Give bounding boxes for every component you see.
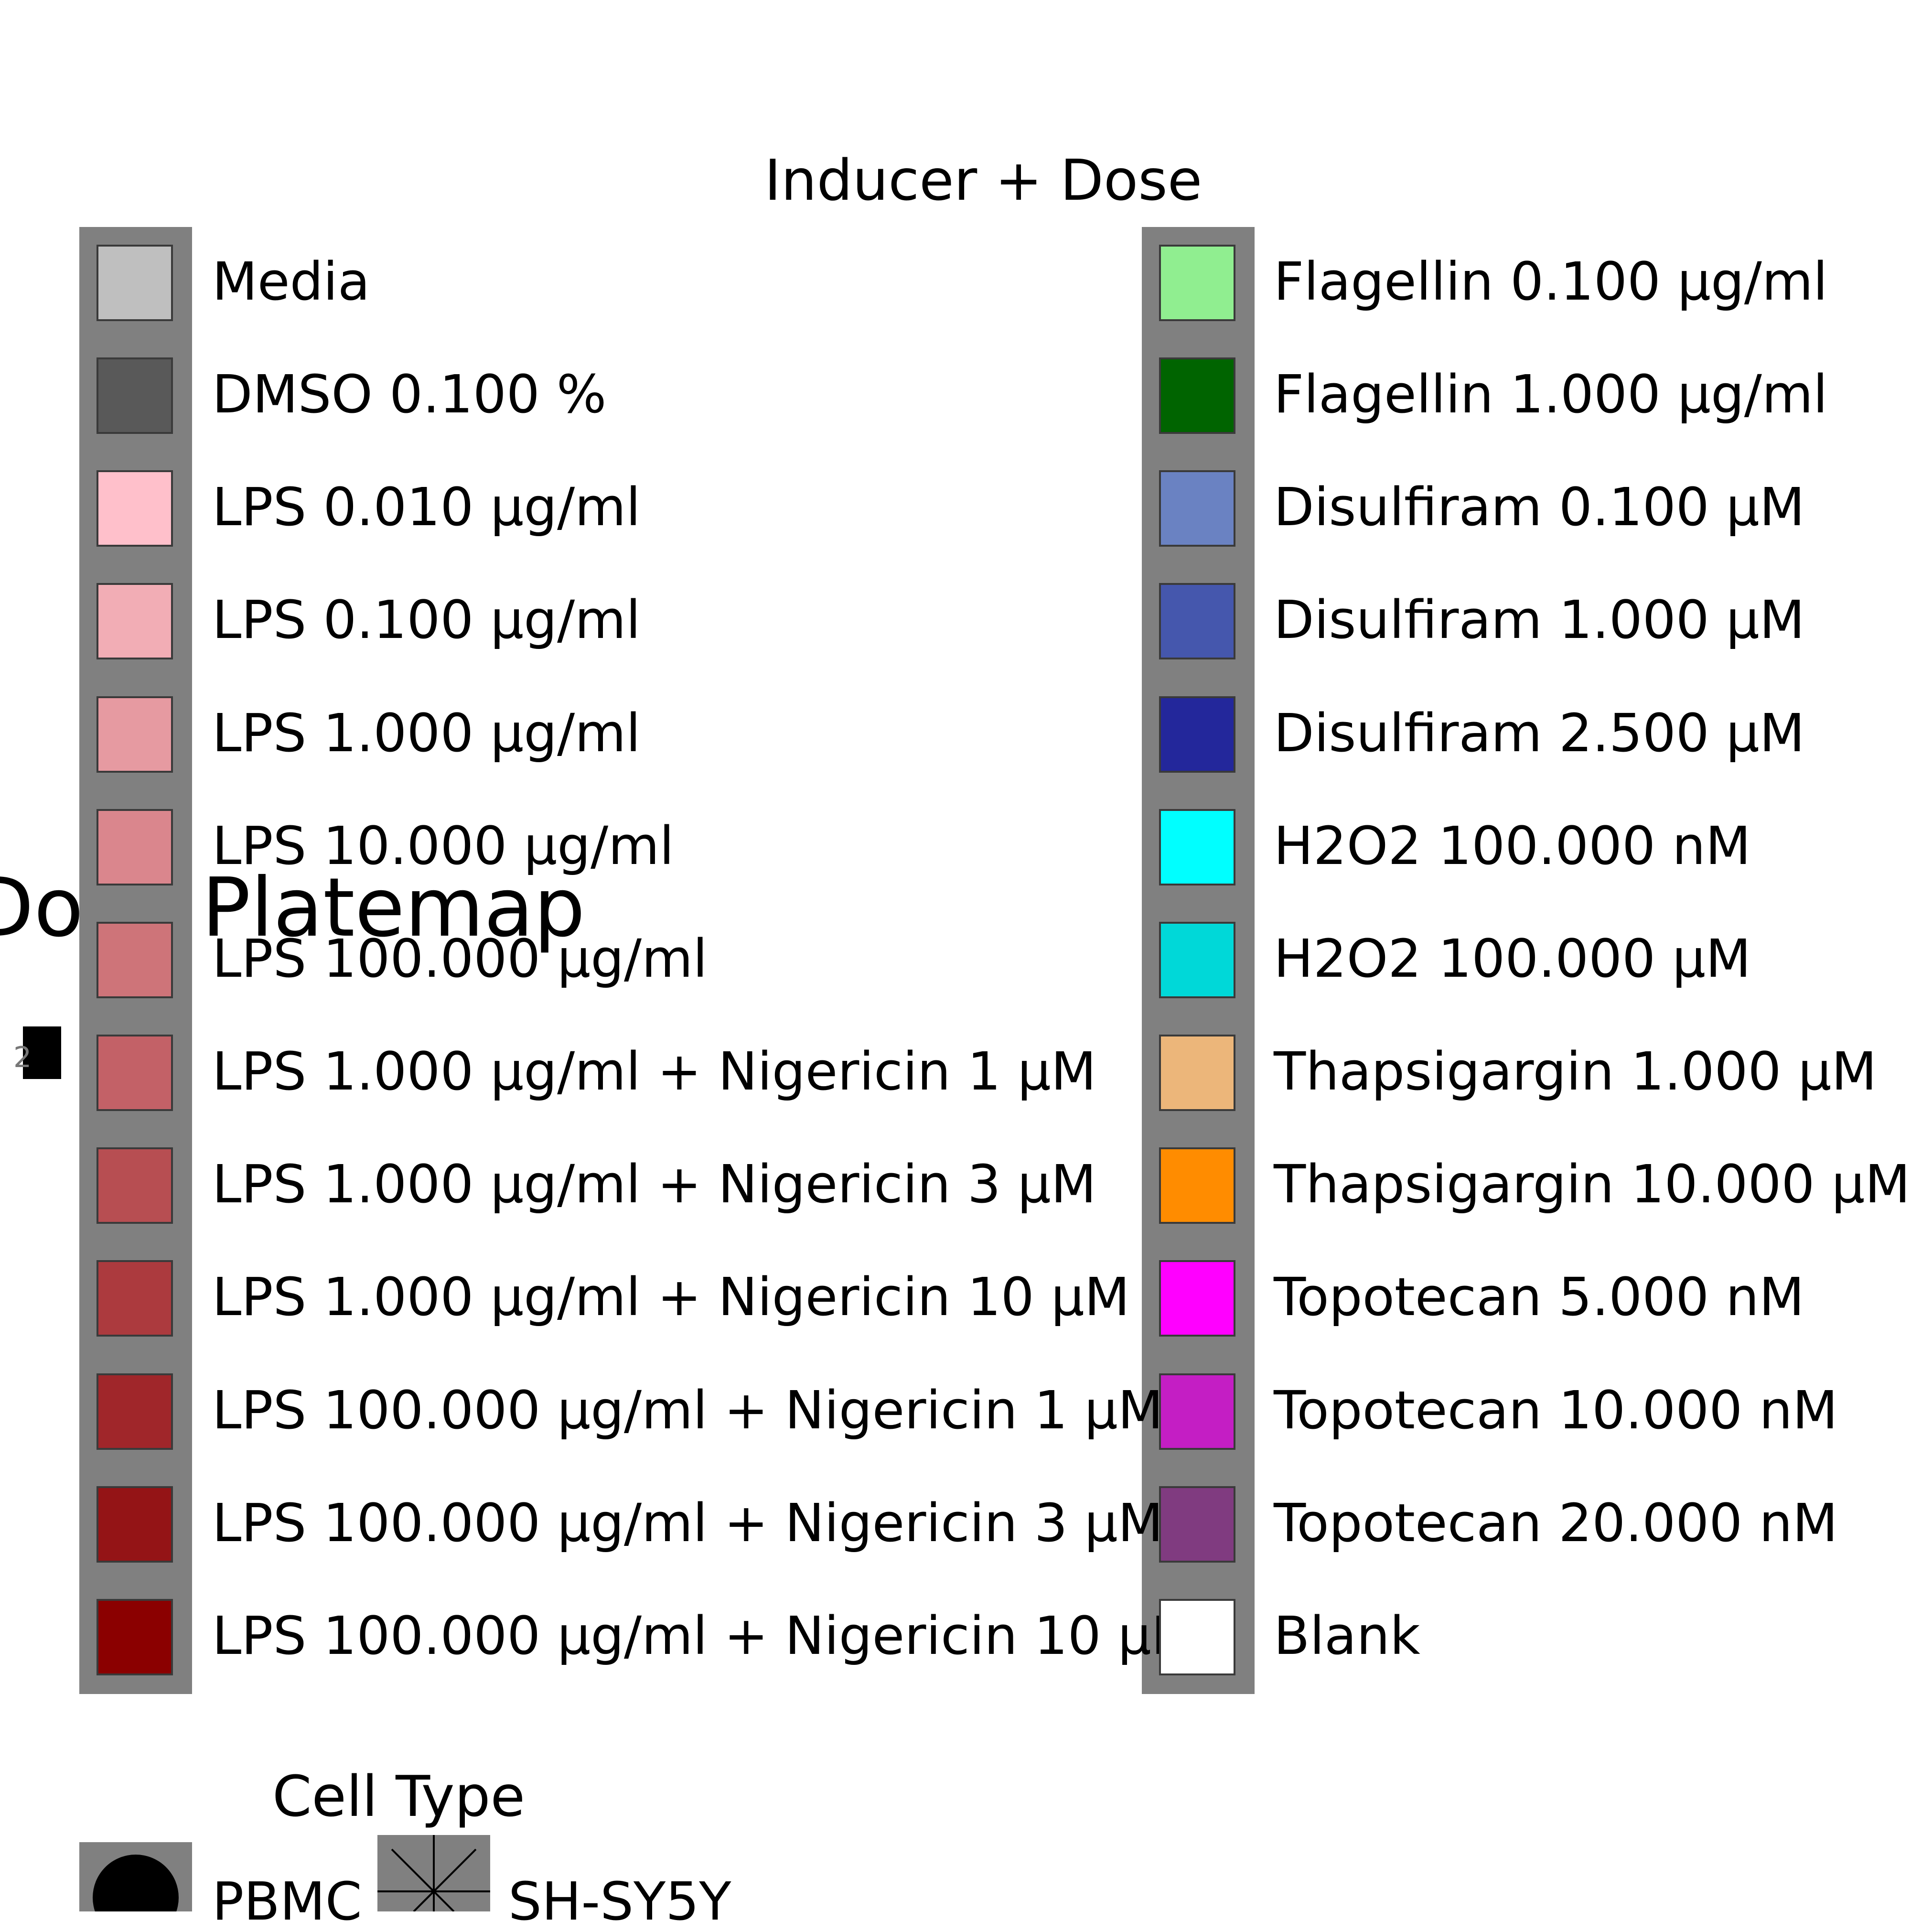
legend-swatch bbox=[97, 1486, 173, 1563]
legend-swatch bbox=[1159, 921, 1235, 998]
legend-label: Blank bbox=[1274, 1605, 1420, 1666]
legend-swatch bbox=[1159, 245, 1235, 321]
legend-swatch bbox=[1159, 809, 1235, 885]
legend-swatch bbox=[1159, 357, 1235, 434]
legend-swatch bbox=[1159, 696, 1235, 773]
legend-swatch bbox=[97, 583, 173, 660]
legend-label: LPS 100.000 μg/ml bbox=[212, 928, 708, 989]
legend-label: Disulfiram 0.100 μM bbox=[1274, 476, 1805, 538]
legend-label: Media bbox=[212, 251, 370, 312]
legend-label: H2O2 100.000 nM bbox=[1274, 815, 1751, 876]
legend-swatch bbox=[1159, 1373, 1235, 1450]
legend-label: LPS 1.000 μg/ml bbox=[212, 702, 641, 764]
legend-label: DMSO 0.100 % bbox=[212, 364, 607, 425]
legend-swatch bbox=[1159, 1147, 1235, 1224]
legend-label: LPS 100.000 μg/ml + Nigericin 3 μM bbox=[212, 1492, 1163, 1554]
legend-label: H2O2 100.000 μM bbox=[1274, 928, 1751, 989]
cell-type-marker-pbmc bbox=[79, 1842, 192, 1911]
cell-type-label-pbmc: PBMC bbox=[212, 1871, 362, 1932]
cell-type-legend-title: Cell Type bbox=[272, 1763, 526, 1829]
legend-label: Flagellin 1.000 μg/ml bbox=[1274, 364, 1828, 425]
legend-label: Topotecan 5.000 nM bbox=[1274, 1266, 1804, 1328]
legend-swatch bbox=[97, 357, 173, 434]
legend-label: LPS 1.000 μg/ml + Nigericin 1 μM bbox=[212, 1041, 1096, 1102]
mini-plate-glyph: 2 bbox=[13, 1041, 32, 1074]
legend-label: LPS 10.000 μg/ml bbox=[212, 815, 674, 876]
legend-label: Thapsigargin 10.000 μM bbox=[1274, 1154, 1911, 1215]
legend-swatch bbox=[97, 1373, 173, 1450]
circle-marker-icon bbox=[93, 1855, 179, 1911]
legend-swatch bbox=[1159, 1486, 1235, 1563]
legend-swatch bbox=[1159, 470, 1235, 547]
legend-swatch bbox=[97, 470, 173, 547]
legend-swatch bbox=[97, 696, 173, 773]
legend-label: LPS 1.000 μg/ml + Nigericin 10 μM bbox=[212, 1266, 1130, 1328]
legend-swatch bbox=[1159, 583, 1235, 660]
cell-type-marker-shsy5y bbox=[377, 1835, 490, 1911]
legend-label: Topotecan 10.000 nM bbox=[1274, 1379, 1838, 1441]
legend-swatch bbox=[97, 809, 173, 885]
inducer-legend-title: Inducer + Dose bbox=[764, 147, 1202, 213]
legend-label: LPS 0.100 μg/ml bbox=[212, 589, 641, 651]
legend-label: Topotecan 20.000 nM bbox=[1274, 1492, 1838, 1554]
mini-plate-icon: 2 bbox=[13, 1026, 61, 1079]
legend-swatch bbox=[97, 1147, 173, 1224]
asterisk-marker-icon bbox=[377, 1835, 490, 1911]
legend-label: LPS 100.000 μg/ml + Nigericin 10 μM bbox=[212, 1605, 1197, 1666]
legend-label: LPS 1.000 μg/ml + Nigericin 3 μM bbox=[212, 1154, 1096, 1215]
legend-swatch bbox=[1159, 1260, 1235, 1337]
legend-label: Disulfiram 1.000 μM bbox=[1274, 589, 1805, 651]
legend-label: Disulfiram 2.500 μM bbox=[1274, 702, 1805, 764]
legend-swatch bbox=[97, 1260, 173, 1337]
legend-swatch bbox=[97, 1598, 173, 1675]
legend-swatch bbox=[97, 921, 173, 998]
legend-label: Thapsigargin 1.000 μM bbox=[1274, 1041, 1877, 1102]
legend-swatch bbox=[1159, 1598, 1235, 1675]
legend-label: Flagellin 0.100 μg/ml bbox=[1274, 251, 1828, 312]
legend-swatch bbox=[97, 1035, 173, 1112]
legend-label: LPS 100.000 μg/ml + Nigericin 1 μM bbox=[212, 1379, 1163, 1441]
cell-type-label-shsy5y: SH-SY5Y bbox=[508, 1871, 731, 1932]
legend-swatch bbox=[1159, 1035, 1235, 1112]
legend-swatch bbox=[97, 245, 173, 321]
legend-label: LPS 0.010 μg/ml bbox=[212, 476, 641, 538]
